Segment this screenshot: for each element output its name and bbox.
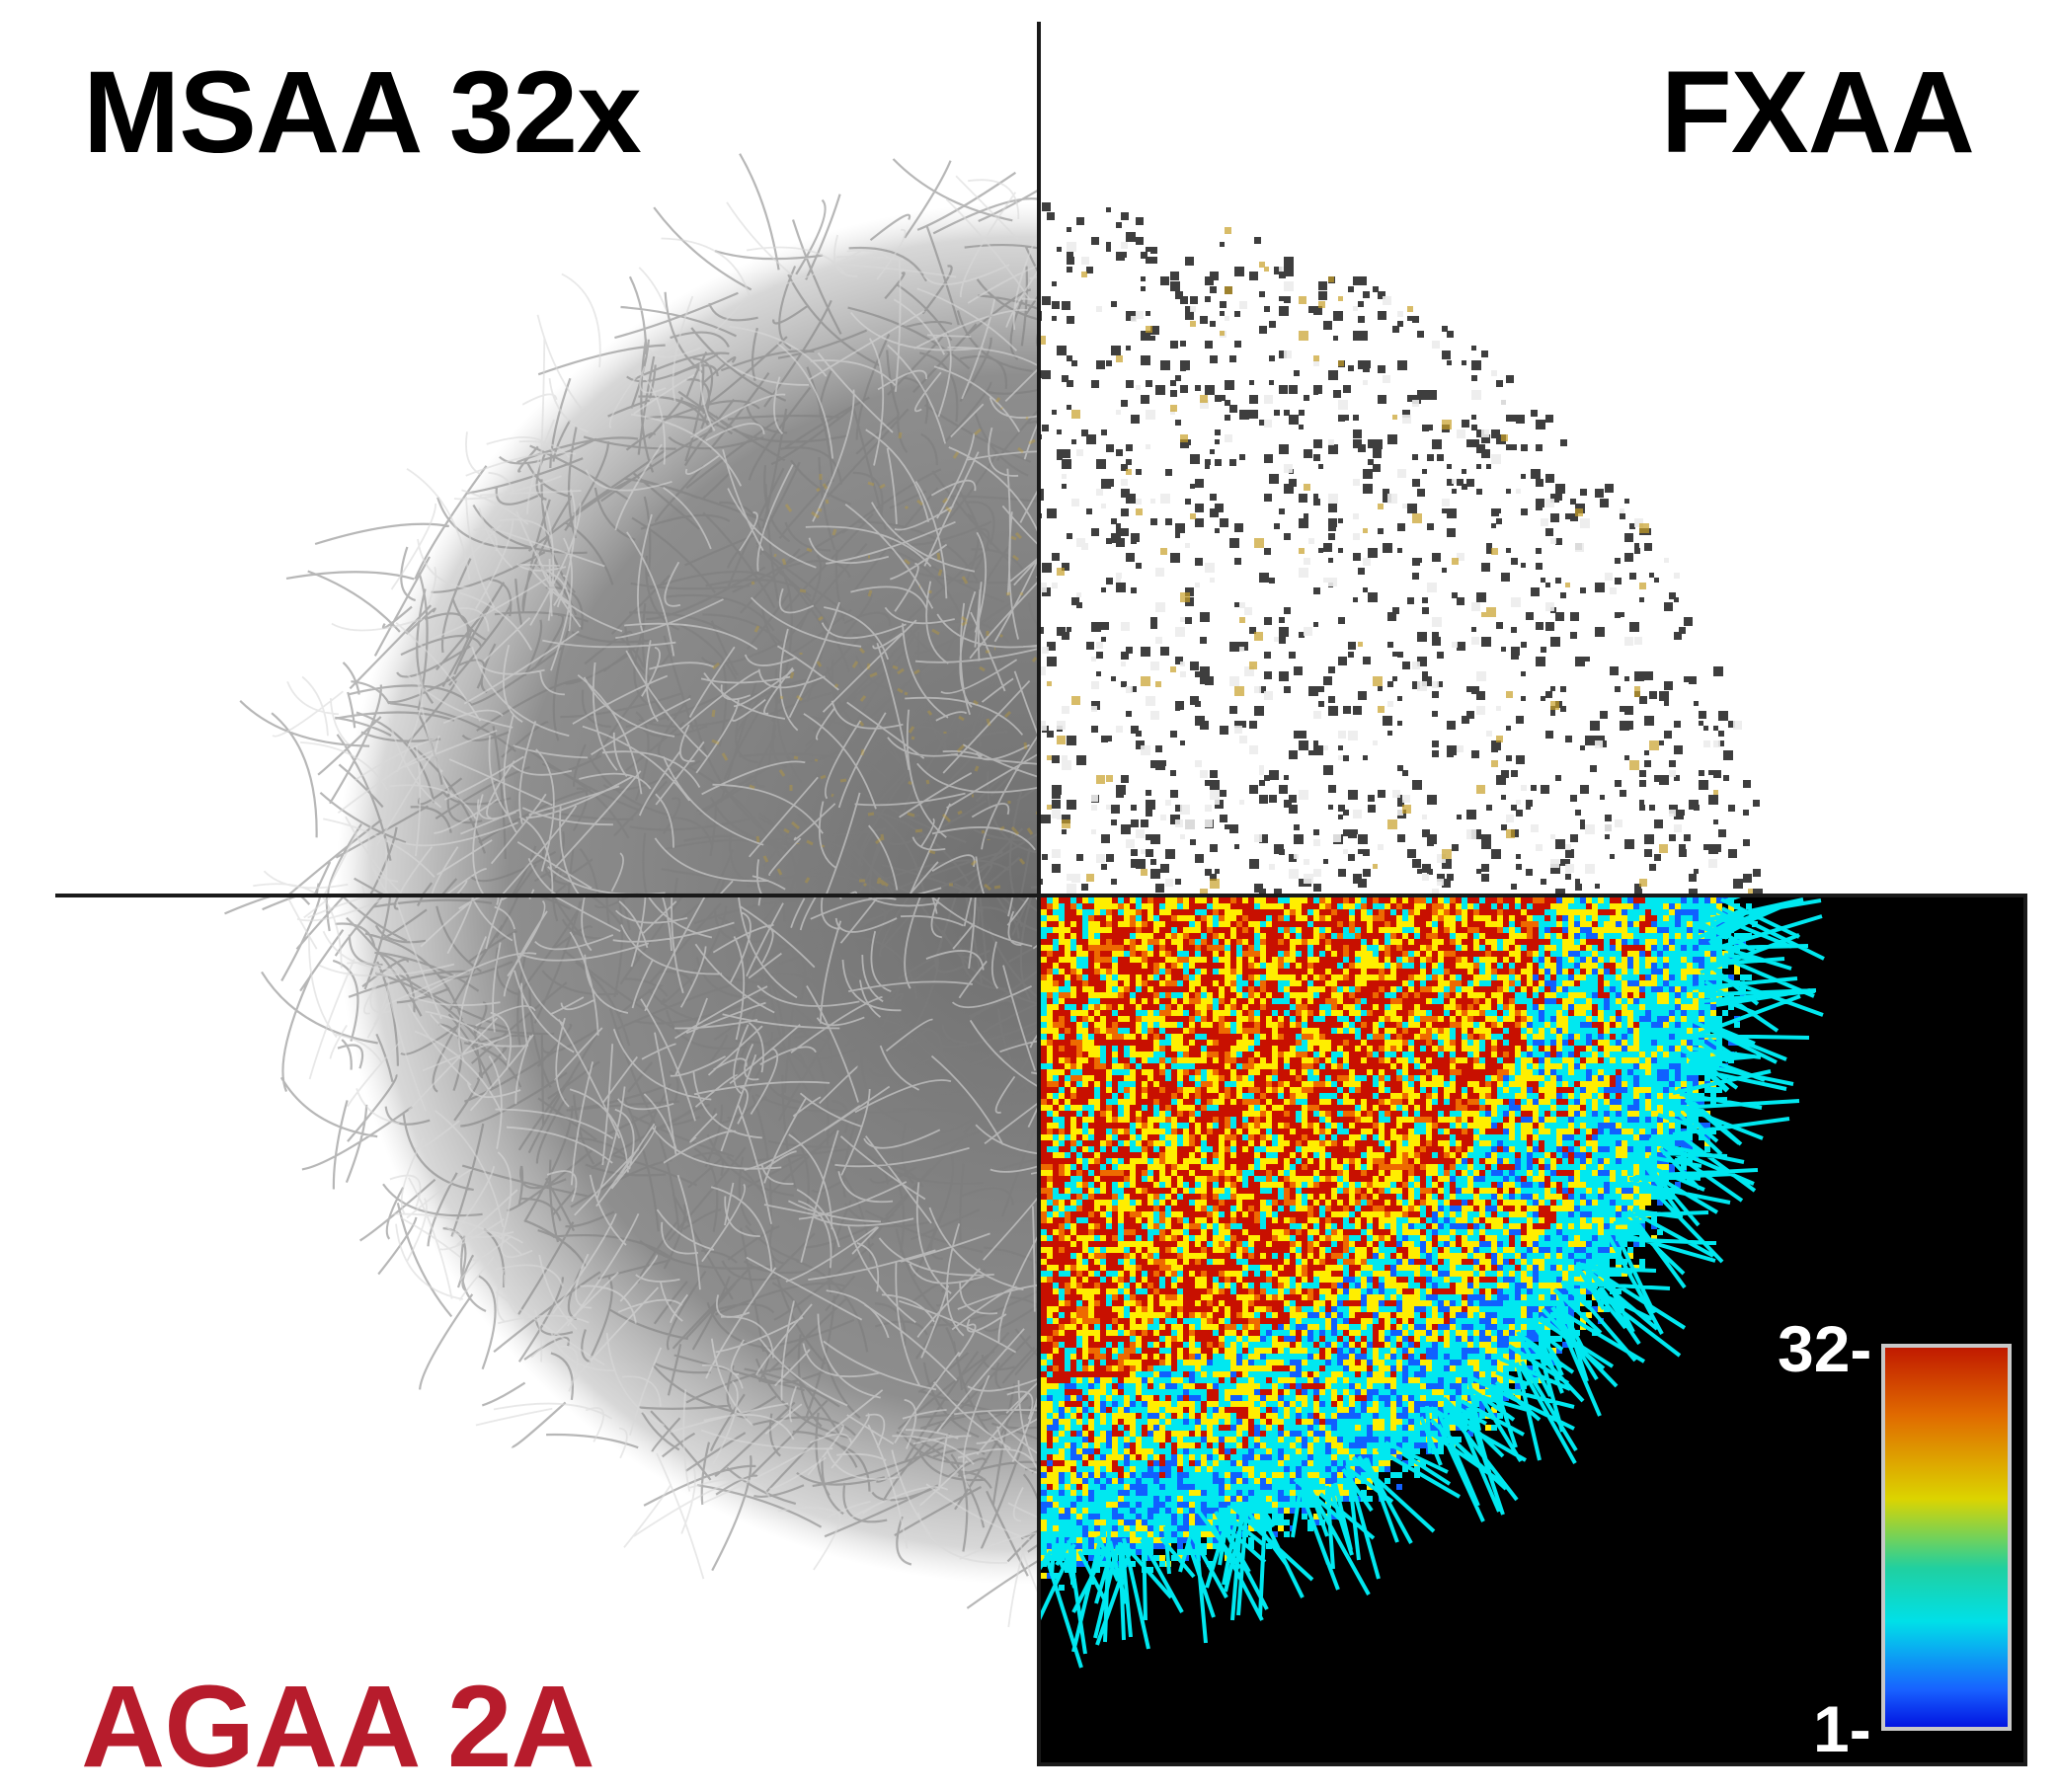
fxaa-label: FXAA [1660, 47, 1975, 178]
msaa-hairball-render [239, 153, 1039, 896]
msaa-label: MSAA 32x [83, 47, 642, 178]
colorbar-max-label: 32- [1778, 1312, 1872, 1385]
sample-count-heatmap [1039, 896, 1825, 1669]
agaa-hairball-render [224, 896, 1039, 1628]
fxaa-hairball-render [1039, 202, 1763, 896]
colorbar-min-label: 1- [1813, 1692, 1871, 1765]
colorbar [1881, 1344, 2012, 1731]
heatmap-panel-border [1037, 894, 2027, 1766]
agaa-label: AGAA 2A [81, 1662, 595, 1792]
